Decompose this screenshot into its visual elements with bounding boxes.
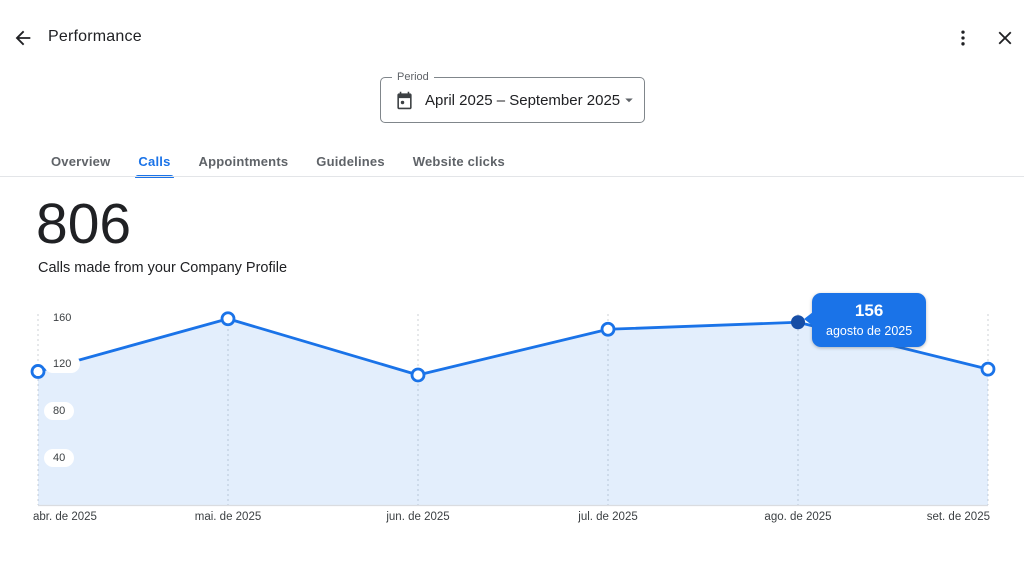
tab-calls[interactable]: Calls xyxy=(124,145,184,178)
period-field-label: Period xyxy=(392,71,434,84)
x-label-jun. de 2025: jun. de 2025 xyxy=(386,511,450,523)
x-label-mai. de 2025: mai. de 2025 xyxy=(194,511,262,523)
data-point-ago. de 2025[interactable] xyxy=(791,315,805,330)
tab-website-clicks[interactable]: Website clicks xyxy=(412,153,505,169)
metric-description: Calls made from your Company Profile xyxy=(38,260,288,276)
caret-down-icon xyxy=(620,91,638,109)
y-tick-120: 120 xyxy=(44,355,81,374)
arrow-left-icon xyxy=(12,27,34,49)
close-icon xyxy=(994,27,1016,49)
x-label-jul. de 2025: jul. de 2025 xyxy=(578,511,638,523)
calendar-icon xyxy=(395,91,414,110)
metric-total-calls: 806 xyxy=(36,192,132,256)
area-fill xyxy=(38,318,988,505)
period-selector[interactable]: Period April 2025 – September 2025 xyxy=(380,71,645,123)
calls-chart: 40 80 120 160 156 agosto de 2025 abr. de 20… xyxy=(30,293,996,540)
period-value: April 2025 – September 2025 xyxy=(425,91,621,109)
data-point-jul. de 2025[interactable] xyxy=(600,321,616,337)
data-point-mai. de 2025[interactable] xyxy=(220,311,236,327)
y-tick-160: 160 xyxy=(44,308,81,327)
data-point-abr. de 2025[interactable] xyxy=(30,364,46,379)
tab-appointments[interactable]: Appointments xyxy=(198,153,289,169)
tab-bar-divider xyxy=(0,176,1024,177)
x-label-ago. de 2025: ago. de 2025 xyxy=(764,511,832,523)
chart-tooltip: 156 agosto de 2025 xyxy=(804,293,927,347)
kebab-menu-icon xyxy=(953,28,973,48)
page-title: Performance xyxy=(48,28,142,45)
data-point-set. de 2025[interactable] xyxy=(980,361,996,377)
tooltip-value: 156 xyxy=(854,301,884,321)
tab-bar: Overview Calls Appointments Guidelines Websi… xyxy=(37,145,519,178)
tooltip-tail-icon xyxy=(804,312,813,327)
close-button[interactable] xyxy=(988,21,1022,55)
tooltip-label: agosto de 2025 xyxy=(826,323,913,338)
more-options-button[interactable] xyxy=(946,21,980,55)
back-button[interactable] xyxy=(6,21,40,55)
tab-overview[interactable]: Overview xyxy=(51,153,111,169)
y-tick-40: 40 xyxy=(44,449,75,468)
y-tick-80: 80 xyxy=(44,402,75,421)
tab-guidelines[interactable]: Guidelines xyxy=(316,153,385,169)
data-point-jun. de 2025[interactable] xyxy=(410,367,426,383)
x-axis-labels: abr. de 2025 mai. de 2025 jun. de 2025 jul.… xyxy=(33,511,990,527)
x-label-abr. de 2025: abr. de 2025 xyxy=(33,511,97,523)
calls-line-chart[interactable] xyxy=(30,300,996,507)
x-label-set. de 2025: set. de 2025 xyxy=(926,511,990,523)
